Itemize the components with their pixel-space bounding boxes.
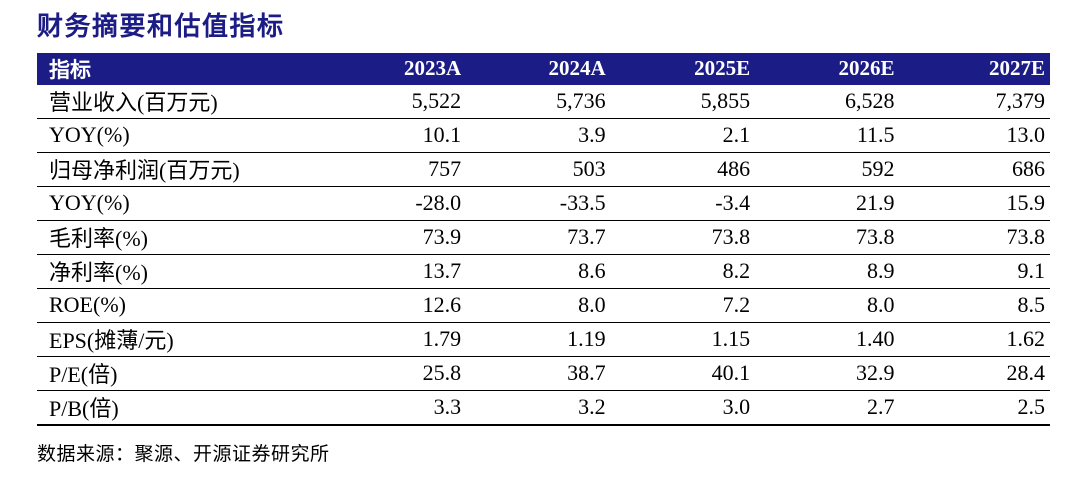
table-row: YOY(%) 10.1 3.9 2.1 11.5 13.0 [37, 118, 1050, 153]
table-row: P/B(倍) 3.3 3.2 3.0 2.7 2.5 [37, 390, 1050, 426]
cell-value: 32.9 [761, 356, 906, 391]
table-row: EPS(摊薄/元) 1.79 1.19 1.15 1.40 1.62 [37, 322, 1050, 357]
cell-value: 8.0 [761, 288, 906, 323]
report-page: 财务摘要和估值指标 指标 2023A 2024A 2025E 2026E 202… [37, 12, 1050, 465]
column-header-indicator: 指标 [37, 52, 328, 85]
row-label: P/E(倍) [37, 356, 328, 391]
cell-value: 8.2 [616, 254, 762, 289]
cell-value: 73.7 [472, 220, 617, 255]
cell-value: 1.79 [327, 322, 473, 357]
cell-value: 1.40 [761, 322, 906, 357]
cell-value: 486 [616, 152, 762, 187]
cell-value: 1.15 [616, 322, 762, 357]
cell-value: 1.62 [905, 322, 1050, 357]
cell-value: 21.9 [761, 186, 906, 221]
cell-value: 686 [905, 152, 1050, 187]
cell-value: 3.3 [327, 390, 473, 426]
table-row: 毛利率(%) 73.9 73.7 73.8 73.8 73.8 [37, 220, 1050, 255]
section-title: 财务摘要和估值指标 [37, 12, 285, 41]
cell-value: 73.8 [616, 220, 762, 255]
cell-value: 73.8 [905, 220, 1050, 255]
cell-value: 8.5 [905, 288, 1050, 323]
column-header-2024a: 2024A [472, 52, 617, 85]
financial-summary-table: 指标 2023A 2024A 2025E 2026E 2027E 营业收入(百万… [37, 52, 1050, 426]
cell-value: 15.9 [905, 186, 1050, 221]
cell-value: 2.7 [761, 390, 906, 426]
cell-value: -28.0 [327, 186, 473, 221]
table-row: 营业收入(百万元) 5,522 5,736 5,855 6,528 7,379 [37, 84, 1050, 119]
table-row: P/E(倍) 25.8 38.7 40.1 32.9 28.4 [37, 356, 1050, 391]
cell-value: 3.2 [472, 390, 617, 426]
table-row: YOY(%) -28.0 -33.5 -3.4 21.9 15.9 [37, 186, 1050, 221]
cell-value: 73.9 [327, 220, 473, 255]
table-row: 净利率(%) 13.7 8.6 8.2 8.9 9.1 [37, 254, 1050, 289]
cell-value: 13.7 [327, 254, 473, 289]
row-label: 营业收入(百万元) [37, 84, 328, 119]
row-label: ROE(%) [37, 288, 328, 323]
cell-value: -3.4 [616, 186, 762, 221]
cell-value: 2.1 [616, 118, 762, 153]
cell-value: 592 [761, 152, 906, 187]
cell-value: 10.1 [327, 118, 473, 153]
cell-value: 25.8 [327, 356, 473, 391]
row-label: YOY(%) [37, 186, 328, 221]
cell-value: 5,855 [616, 84, 762, 119]
table-row: ROE(%) 12.6 8.0 7.2 8.0 8.5 [37, 288, 1050, 323]
cell-value: 73.8 [761, 220, 906, 255]
cell-value: 3.0 [616, 390, 762, 426]
cell-value: 13.0 [905, 118, 1050, 153]
data-source-note: 数据来源：聚源、开源证券研究所 [37, 443, 330, 465]
column-header-2025e: 2025E [616, 52, 762, 85]
cell-value: -33.5 [472, 186, 617, 221]
cell-value: 5,736 [472, 84, 617, 119]
column-header-2023a: 2023A [327, 52, 473, 85]
cell-value: 6,528 [761, 84, 906, 119]
column-header-2027e: 2027E [905, 52, 1050, 85]
cell-value: 12.6 [327, 288, 473, 323]
cell-value: 503 [472, 152, 617, 187]
cell-value: 1.19 [472, 322, 617, 357]
cell-value: 8.6 [472, 254, 617, 289]
cell-value: 40.1 [616, 356, 762, 391]
cell-value: 8.0 [472, 288, 617, 323]
cell-value: 28.4 [905, 356, 1050, 391]
column-header-2026e: 2026E [761, 52, 906, 85]
cell-value: 2.5 [905, 390, 1050, 426]
row-label: P/B(倍) [37, 390, 328, 426]
cell-value: 3.9 [472, 118, 617, 153]
cell-value: 38.7 [472, 356, 617, 391]
cell-value: 7.2 [616, 288, 762, 323]
cell-value: 9.1 [905, 254, 1050, 289]
cell-value: 7,379 [905, 84, 1050, 119]
row-label: EPS(摊薄/元) [37, 322, 328, 357]
row-label: 净利率(%) [37, 254, 328, 289]
cell-value: 757 [327, 152, 473, 187]
table-row: 归母净利润(百万元) 757 503 486 592 686 [37, 152, 1050, 187]
cell-value: 11.5 [761, 118, 906, 153]
cell-value: 5,522 [327, 84, 473, 119]
row-label: YOY(%) [37, 118, 328, 153]
cell-value: 8.9 [761, 254, 906, 289]
table-body: 营业收入(百万元) 5,522 5,736 5,855 6,528 7,379 … [37, 84, 1050, 426]
table-header-row: 指标 2023A 2024A 2025E 2026E 2027E [37, 52, 1050, 85]
row-label: 归母净利润(百万元) [37, 152, 328, 187]
row-label: 毛利率(%) [37, 220, 328, 255]
